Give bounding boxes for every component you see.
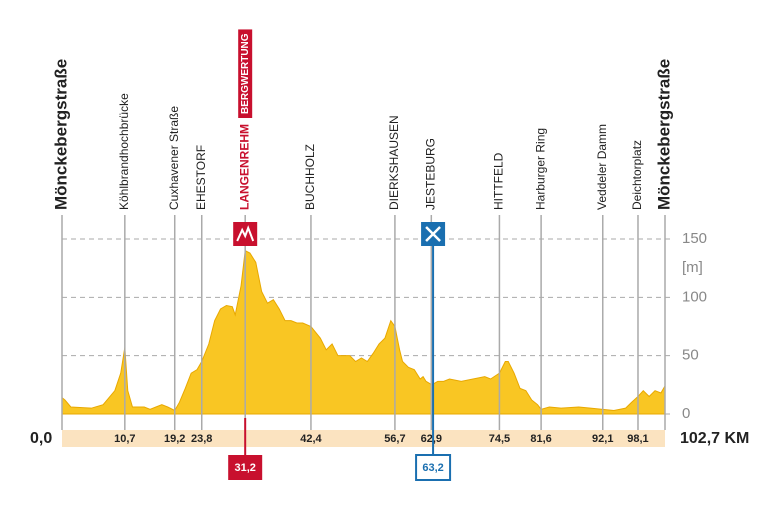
km-label: 92,1: [592, 433, 613, 445]
waypoint-label: LANGENREHM: [237, 124, 251, 210]
feed-icon-glyph: [425, 226, 441, 242]
climb-km-box: [228, 455, 263, 480]
km-label: 74,5: [489, 433, 510, 445]
km-label: 98,1: [627, 433, 648, 445]
waypoint-label: EHESTORF: [194, 145, 208, 210]
elevation-area: [61, 249, 666, 415]
waypoint-label: Harburger Ring: [533, 128, 547, 210]
y-tick-label: 100: [682, 288, 707, 305]
km-label: 23,8: [191, 433, 212, 445]
y-tick-label: 150: [682, 230, 707, 247]
climb-tag-label: BERGWERTUNG: [240, 33, 251, 114]
waypoint-label: Veddeler Damm: [595, 124, 609, 210]
waypoint-label: HITTFELD: [492, 152, 506, 210]
feed-km-box: [415, 454, 452, 481]
y-unit: [m]: [682, 259, 703, 276]
terminal-label: Mönckebergstraße: [51, 59, 70, 210]
climb-icon-glyph: [236, 225, 255, 242]
y-tick-label: 50: [682, 347, 699, 364]
km-label: 62,9: [421, 433, 442, 445]
waypoint-label: BUCHHOLZ: [303, 144, 317, 210]
km-strip: [62, 430, 665, 447]
climb-tag: BERGWERTUNG: [238, 29, 253, 118]
terminal-km-label: 102,7 KM: [680, 430, 749, 447]
km-label: 10,7: [114, 433, 135, 445]
km-label: 81,6: [530, 433, 551, 445]
km-label: 42,4: [300, 433, 322, 445]
waypoint-label: DIERKSHAUSEN: [387, 115, 401, 210]
climb-km-label: 31,2: [234, 462, 255, 474]
terminal-label: Mönckebergstraße: [654, 59, 673, 210]
climb-tag-box: [238, 29, 253, 118]
feed-km-label: 63,2: [422, 462, 443, 474]
terminal-km-label: 0,0: [30, 430, 52, 447]
y-tick-label: 0: [682, 405, 690, 422]
waypoint-label: JESTEBURG: [423, 138, 437, 210]
waypoint-label: Deichtorplatz: [630, 140, 644, 210]
waypoint-label: Köhlbrandhochbrücke: [117, 93, 131, 210]
km-label: 56,7: [384, 433, 405, 445]
km-label: 19,2: [164, 433, 185, 445]
waypoint-label: Cuxhavener Straße: [167, 106, 181, 210]
